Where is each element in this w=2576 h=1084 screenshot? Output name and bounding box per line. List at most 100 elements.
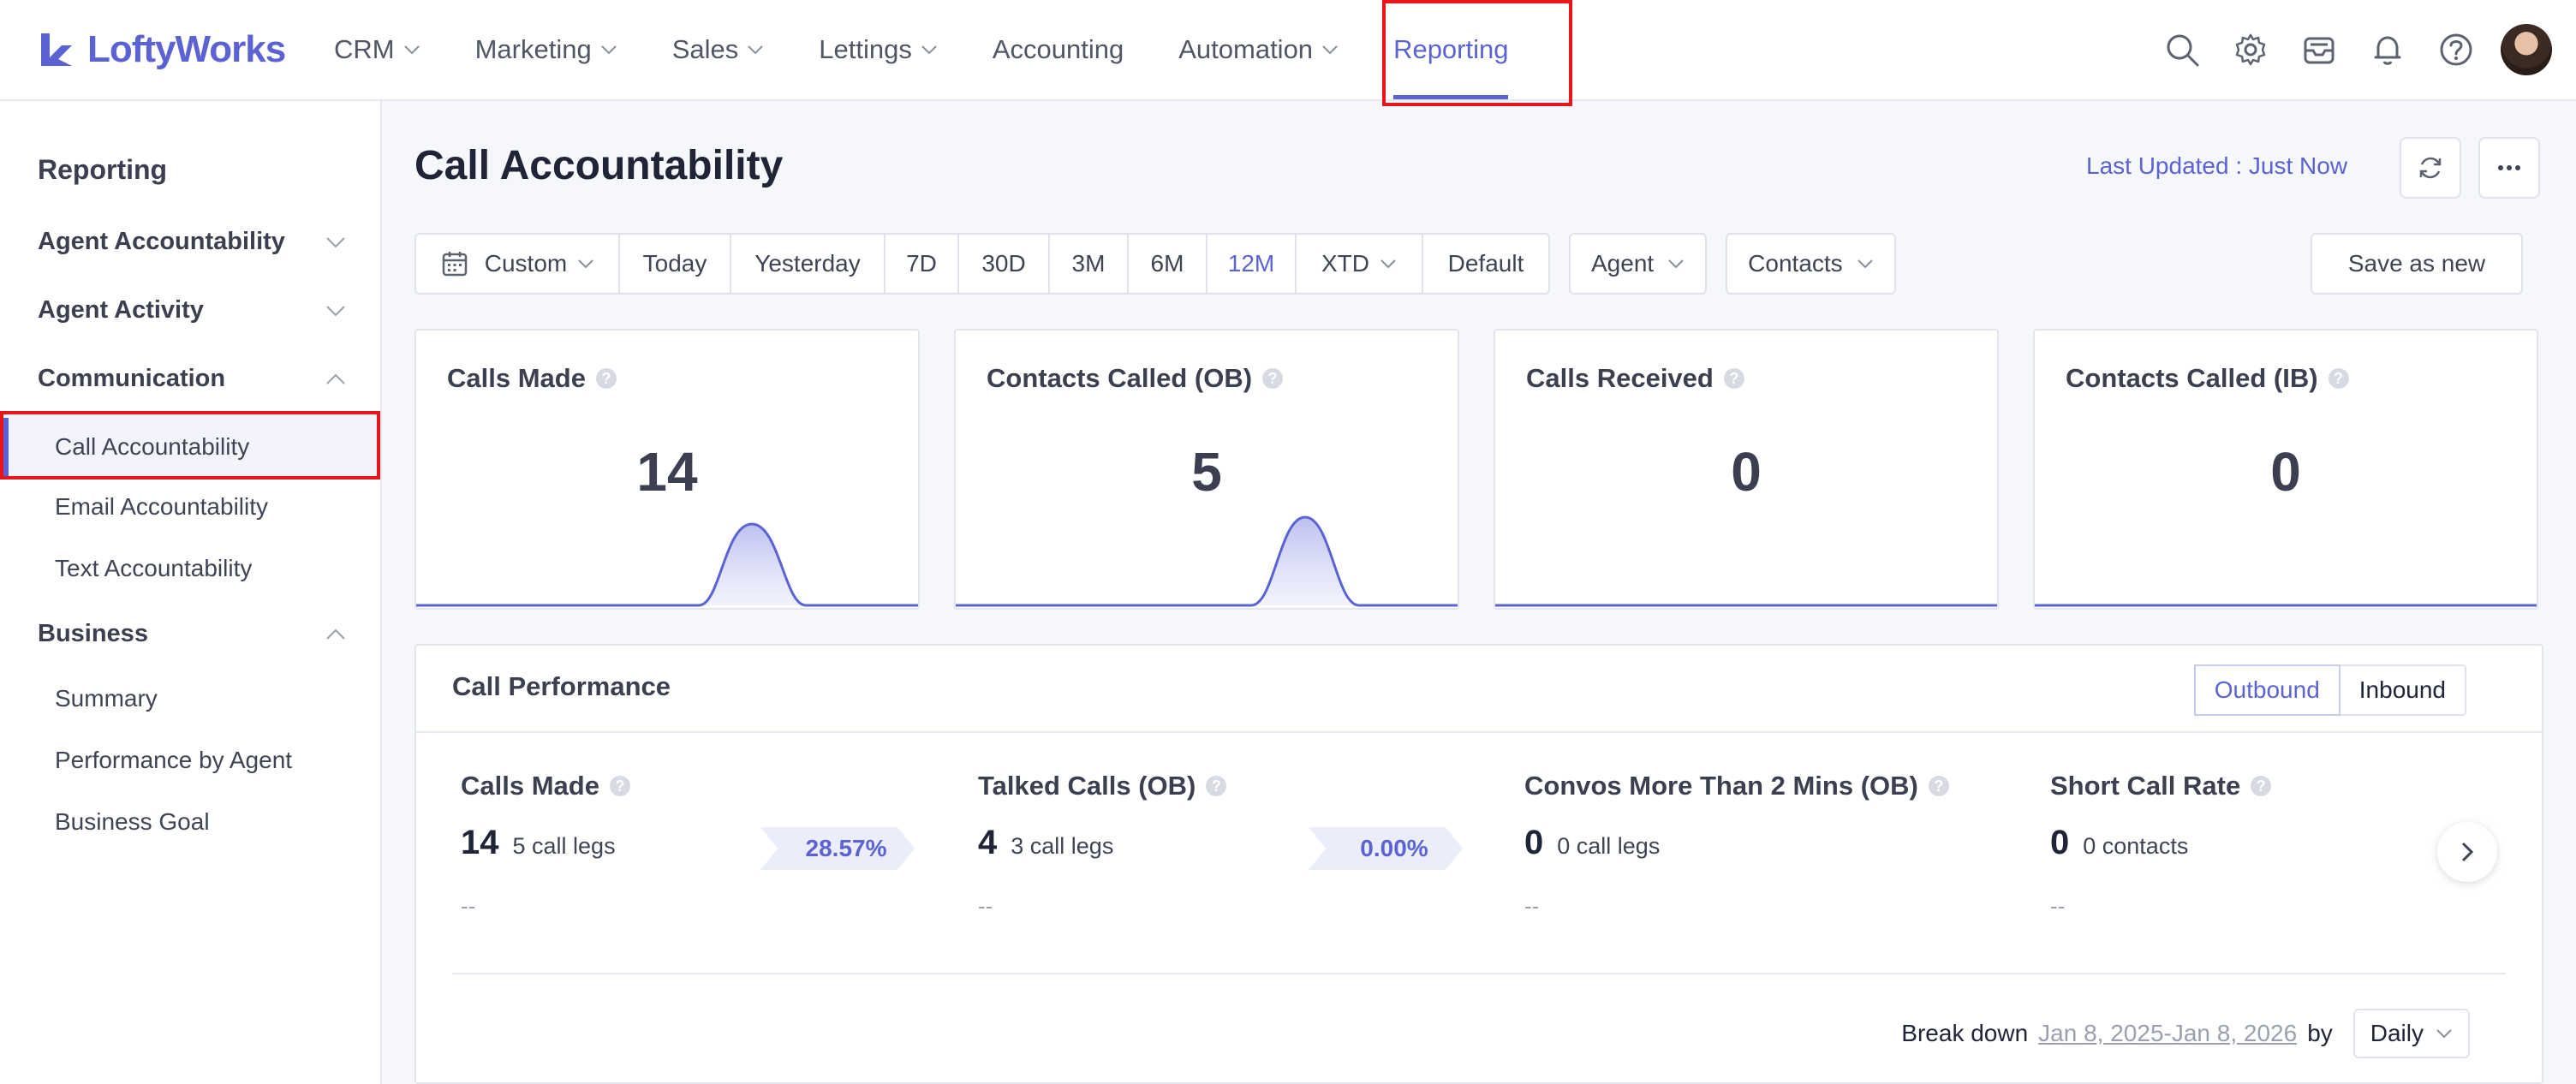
chevron-up-icon xyxy=(326,373,345,384)
help-icon[interactable]: ? xyxy=(595,368,617,389)
help-icon[interactable]: ? xyxy=(1262,368,1284,389)
nav-reporting[interactable]: Reporting xyxy=(1393,0,1509,99)
help-button[interactable] xyxy=(2436,29,2477,70)
metric-value-row: 0 0 contacts xyxy=(2050,824,2271,862)
sidebar-group-label: Communication xyxy=(38,365,226,392)
range-label: Yesterday xyxy=(754,250,861,277)
toggle-inbound[interactable]: Inbound xyxy=(2358,676,2446,703)
agent-dropdown[interactable]: Agent xyxy=(1569,233,1708,295)
sidebar-item-summary[interactable]: Summary xyxy=(55,685,158,712)
sidebar-group-agent-accountability[interactable]: Agent Accountability xyxy=(38,228,346,256)
metric-value-row: 14 5 call legs xyxy=(461,824,630,862)
metric-convos-more-than-2-mins: Convos More Than 2 Mins (OB)? 0 0 call le… xyxy=(1524,771,1949,920)
kpi-sparkline xyxy=(1495,604,1997,607)
conversion-rate-value: 28.57% xyxy=(805,835,887,861)
next-metrics-button[interactable] xyxy=(2437,822,2497,882)
sidebar-group-agent-activity[interactable]: Agent Activity xyxy=(38,296,346,325)
divider xyxy=(452,973,2506,974)
user-avatar[interactable] xyxy=(2501,24,2552,75)
range-30d[interactable]: 30D xyxy=(959,235,1050,293)
sidebar-group-communication[interactable]: Communication xyxy=(38,365,346,393)
help-icon xyxy=(2440,33,2472,66)
help-icon[interactable]: ? xyxy=(2328,368,2349,389)
sidebar-item-label: Text Accountability xyxy=(55,555,253,581)
save-as-new-button[interactable]: Save as new xyxy=(2311,233,2523,295)
range-label: 7D xyxy=(906,250,937,277)
sidebar-item-email-accountability[interactable]: Email Accountability xyxy=(55,493,268,521)
help-icon[interactable]: ? xyxy=(2251,776,2272,796)
refresh-button[interactable] xyxy=(2400,137,2461,199)
agent-dropdown-label: Agent xyxy=(1591,250,1655,277)
nav-sales[interactable]: Sales xyxy=(672,0,765,99)
kpi-card-calls-received[interactable]: Calls Received? 0 xyxy=(1494,329,1999,610)
custom-range-dropdown[interactable]: Custom xyxy=(416,235,620,293)
nav-lettings[interactable]: Lettings xyxy=(819,0,938,99)
metric-value: 0 xyxy=(1524,824,1544,861)
range-12m[interactable]: 12M xyxy=(1208,235,1297,293)
metric-comparison: -- xyxy=(1524,893,1540,919)
chevron-down-icon xyxy=(1668,259,1684,269)
sidebar-item-label: Email Accountability xyxy=(55,493,269,520)
notifications-button[interactable] xyxy=(2367,29,2408,70)
toggle-outbound[interactable]: Outbound xyxy=(2193,664,2340,716)
nav-accounting[interactable]: Accounting xyxy=(993,0,1124,99)
kpi-card-contacts-called-ob[interactable]: Contacts Called (OB)? 5 xyxy=(954,329,1459,610)
sidebar-group-label: Agent Accountability xyxy=(38,228,285,255)
range-3m[interactable]: 3M xyxy=(1050,235,1129,293)
refresh-icon xyxy=(2419,157,2442,179)
nav-crm[interactable]: CRM xyxy=(334,0,420,99)
bell-icon xyxy=(2374,36,2401,65)
highlight-box-reporting xyxy=(1382,0,1572,106)
range-6m[interactable]: 6M xyxy=(1129,235,1208,293)
contacts-dropdown[interactable]: Contacts xyxy=(1726,233,1896,295)
sidebar-item-call-accountability[interactable]: Call Accountability xyxy=(0,414,377,479)
inbox-button[interactable] xyxy=(2299,29,2340,70)
arrow-badge-shape xyxy=(1309,827,1463,870)
sidebar-item-business-goal[interactable]: Business Goal xyxy=(55,808,210,836)
kpi-card-contacts-called-ib[interactable]: Contacts Called (IB)? 0 xyxy=(2033,329,2538,610)
inbox-icon xyxy=(2304,37,2334,64)
kpi-sparkline xyxy=(2035,604,2537,607)
top-icon-tray xyxy=(2134,24,2552,75)
kpi-card-title-text: Calls Made xyxy=(447,363,586,393)
settings-button[interactable] xyxy=(2230,29,2271,70)
kpi-card-calls-made[interactable]: Calls Made? 14 xyxy=(414,329,920,610)
kpi-sparkline xyxy=(956,515,1458,607)
metric-title: Short Call Rate? xyxy=(2050,771,2272,801)
help-icon[interactable]: ? xyxy=(609,776,630,796)
help-icon[interactable]: ? xyxy=(1723,368,1744,389)
kpi-card-value: 5 xyxy=(1191,441,1222,503)
range-default[interactable]: Default xyxy=(1423,235,1548,293)
nav-automation-label: Automation xyxy=(1178,34,1314,64)
nav-lettings-label: Lettings xyxy=(819,34,912,64)
kpi-card-title: Contacts Called (IB)? xyxy=(2066,363,2349,394)
help-icon[interactable]: ? xyxy=(1206,776,1227,796)
help-icon[interactable]: ? xyxy=(1928,776,1949,796)
breakdown-by-label: by xyxy=(2307,1020,2333,1046)
nav-automation[interactable]: Automation xyxy=(1178,0,1339,99)
kpi-card-value: 0 xyxy=(2270,441,2301,503)
range-label: 6M xyxy=(1150,250,1184,277)
gear-icon xyxy=(2235,33,2266,66)
nav-crm-label: CRM xyxy=(334,34,395,64)
brand-logo[interactable]: LoftyWorks xyxy=(36,26,286,74)
direction-toggle: Outbound Inbound xyxy=(2193,664,2466,716)
nav-marketing[interactable]: Marketing xyxy=(475,0,617,99)
range-yesterday[interactable]: Yesterday xyxy=(731,235,886,293)
search-button[interactable] xyxy=(2162,29,2203,70)
brand-name: LoftyWorks xyxy=(87,28,286,70)
range-xtd-dropdown[interactable]: XTD xyxy=(1297,235,1423,293)
breakdown-interval-dropdown[interactable]: Daily xyxy=(2352,1009,2470,1058)
sidebar-item-performance-by-agent[interactable]: Performance by Agent xyxy=(55,747,292,774)
chevron-down-icon xyxy=(601,45,617,55)
highlight-box-call-accountability xyxy=(0,411,380,479)
more-options-button[interactable] xyxy=(2478,137,2540,199)
sidebar-group-business[interactable]: Business xyxy=(38,620,346,648)
range-7d[interactable]: 7D xyxy=(886,235,959,293)
sidebar-item-text-accountability[interactable]: Text Accountability xyxy=(55,555,252,582)
breakdown-interval-label: Daily xyxy=(2370,1020,2424,1046)
range-label: 3M xyxy=(1071,250,1106,277)
breakdown-date-range[interactable]: Jan 8, 2025-Jan 8, 2026 xyxy=(2038,1020,2298,1046)
sidebar-group-label: Agent Activity xyxy=(38,296,204,324)
range-today[interactable]: Today xyxy=(620,235,731,293)
